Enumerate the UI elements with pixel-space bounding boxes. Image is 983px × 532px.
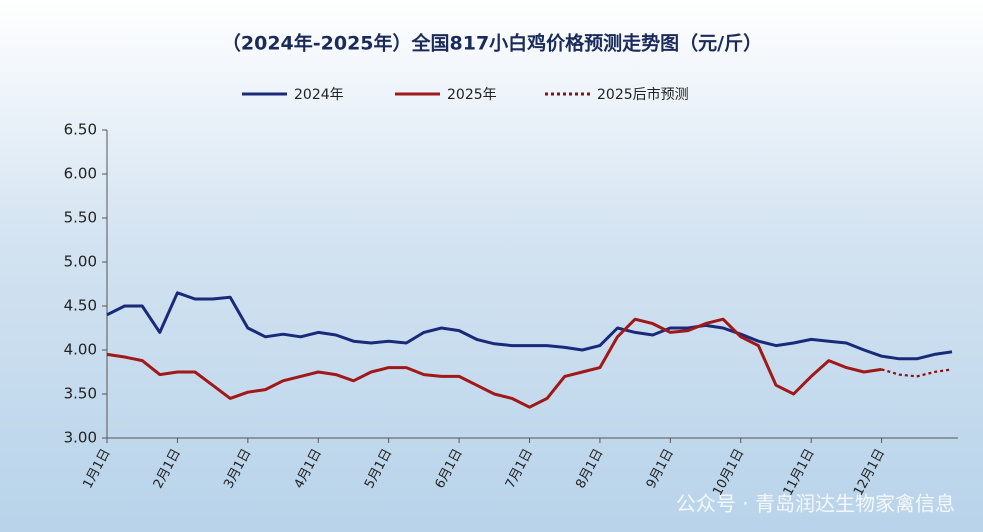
watermark: 公众号 · 青岛润达生物家禽信息	[676, 492, 955, 516]
y-tick-label: 6.00	[64, 165, 97, 183]
series-line	[881, 368, 953, 378]
y-tick-label: 4.00	[64, 341, 97, 359]
y-tick-label: 6.50	[64, 121, 97, 139]
legend-label: 2025后市预测	[597, 86, 689, 103]
y-tick-label: 5.50	[64, 209, 97, 227]
y-tick-label: 4.50	[64, 297, 97, 315]
series-line	[106, 291, 953, 361]
legend-label: 2025年	[447, 87, 497, 103]
y-tick-label: 5.00	[64, 253, 97, 271]
y-tick-label: 3.00	[64, 429, 97, 447]
series-line	[106, 317, 882, 409]
legend-label: 2024年	[294, 87, 344, 103]
chart-title: （2024年-2025年）全国817小白鸡价格预测走势图（元/斤）	[222, 32, 762, 55]
y-tick-label: 3.50	[64, 385, 97, 403]
